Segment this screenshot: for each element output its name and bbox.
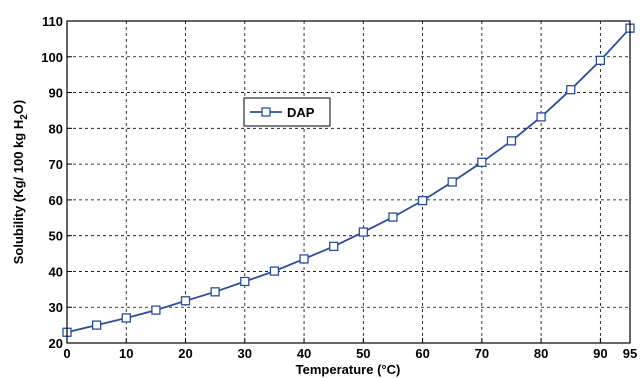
data-point [506,136,517,146]
data-point [595,55,606,66]
y-axis-ticks: 20 30 40 50 60 70 80 90 100 110 [41,14,72,351]
data-point [388,212,398,222]
data-point [299,254,309,264]
x-tick-label: 10 [119,346,133,361]
data-point [269,266,280,276]
data-point [566,85,576,95]
y-tick-label: 90 [49,86,63,101]
plot-area [67,21,630,343]
legend-label-dap: DAP [287,105,315,120]
legend-marker [261,107,271,117]
data-point [180,296,191,306]
y-tick-label: 20 [49,336,63,351]
data-point [447,177,457,187]
data-point [536,112,546,122]
plot-frame [66,20,631,344]
x-tick-label: 50 [356,346,370,361]
x-tick-label: 60 [415,346,429,361]
x-tick-label: 95 [623,346,637,361]
legend: DAP [243,97,331,127]
data-point [417,195,428,206]
data-point [121,313,131,323]
y-tick-label: 70 [49,157,63,172]
data-point [91,320,102,330]
x-axis-label: Temperature (°C) [296,362,401,377]
x-tick-label: 80 [534,346,548,361]
x-tick-label: 70 [475,346,489,361]
x-tick-label: 30 [238,346,252,361]
grid [67,21,630,343]
data-point [358,227,368,237]
x-tick-label: 20 [178,346,192,361]
data-point [477,157,487,167]
y-tick-label: 30 [49,300,63,315]
y-tick-label: 100 [41,50,63,65]
y-tick-label: 50 [49,229,63,244]
x-tick-label: 0 [63,346,70,361]
data-point [210,287,220,297]
y-axis-label-end: O) [11,100,26,114]
x-tick-label: 90 [593,346,607,361]
y-tick-label: 80 [49,121,63,136]
y-tick-label: 110 [42,14,63,29]
x-tick-label: 40 [297,346,311,361]
y-axis-label-subscript: 2 [19,114,30,120]
y-axis-label-main: Solubility (Kg/ 100 kg H [11,120,26,264]
series-layer [62,23,635,337]
x-axis-ticks: 0 10 20 30 40 50 60 70 80 90 95 [63,338,637,361]
data-point [151,305,161,315]
data-point [240,276,250,287]
y-tick-label: 40 [49,264,63,279]
series-line-dap [66,27,631,334]
data-point [329,241,339,252]
y-axis-label: Solubility (Kg/ 100 kg H2O) [11,100,30,264]
y-tick-label: 60 [49,193,63,208]
